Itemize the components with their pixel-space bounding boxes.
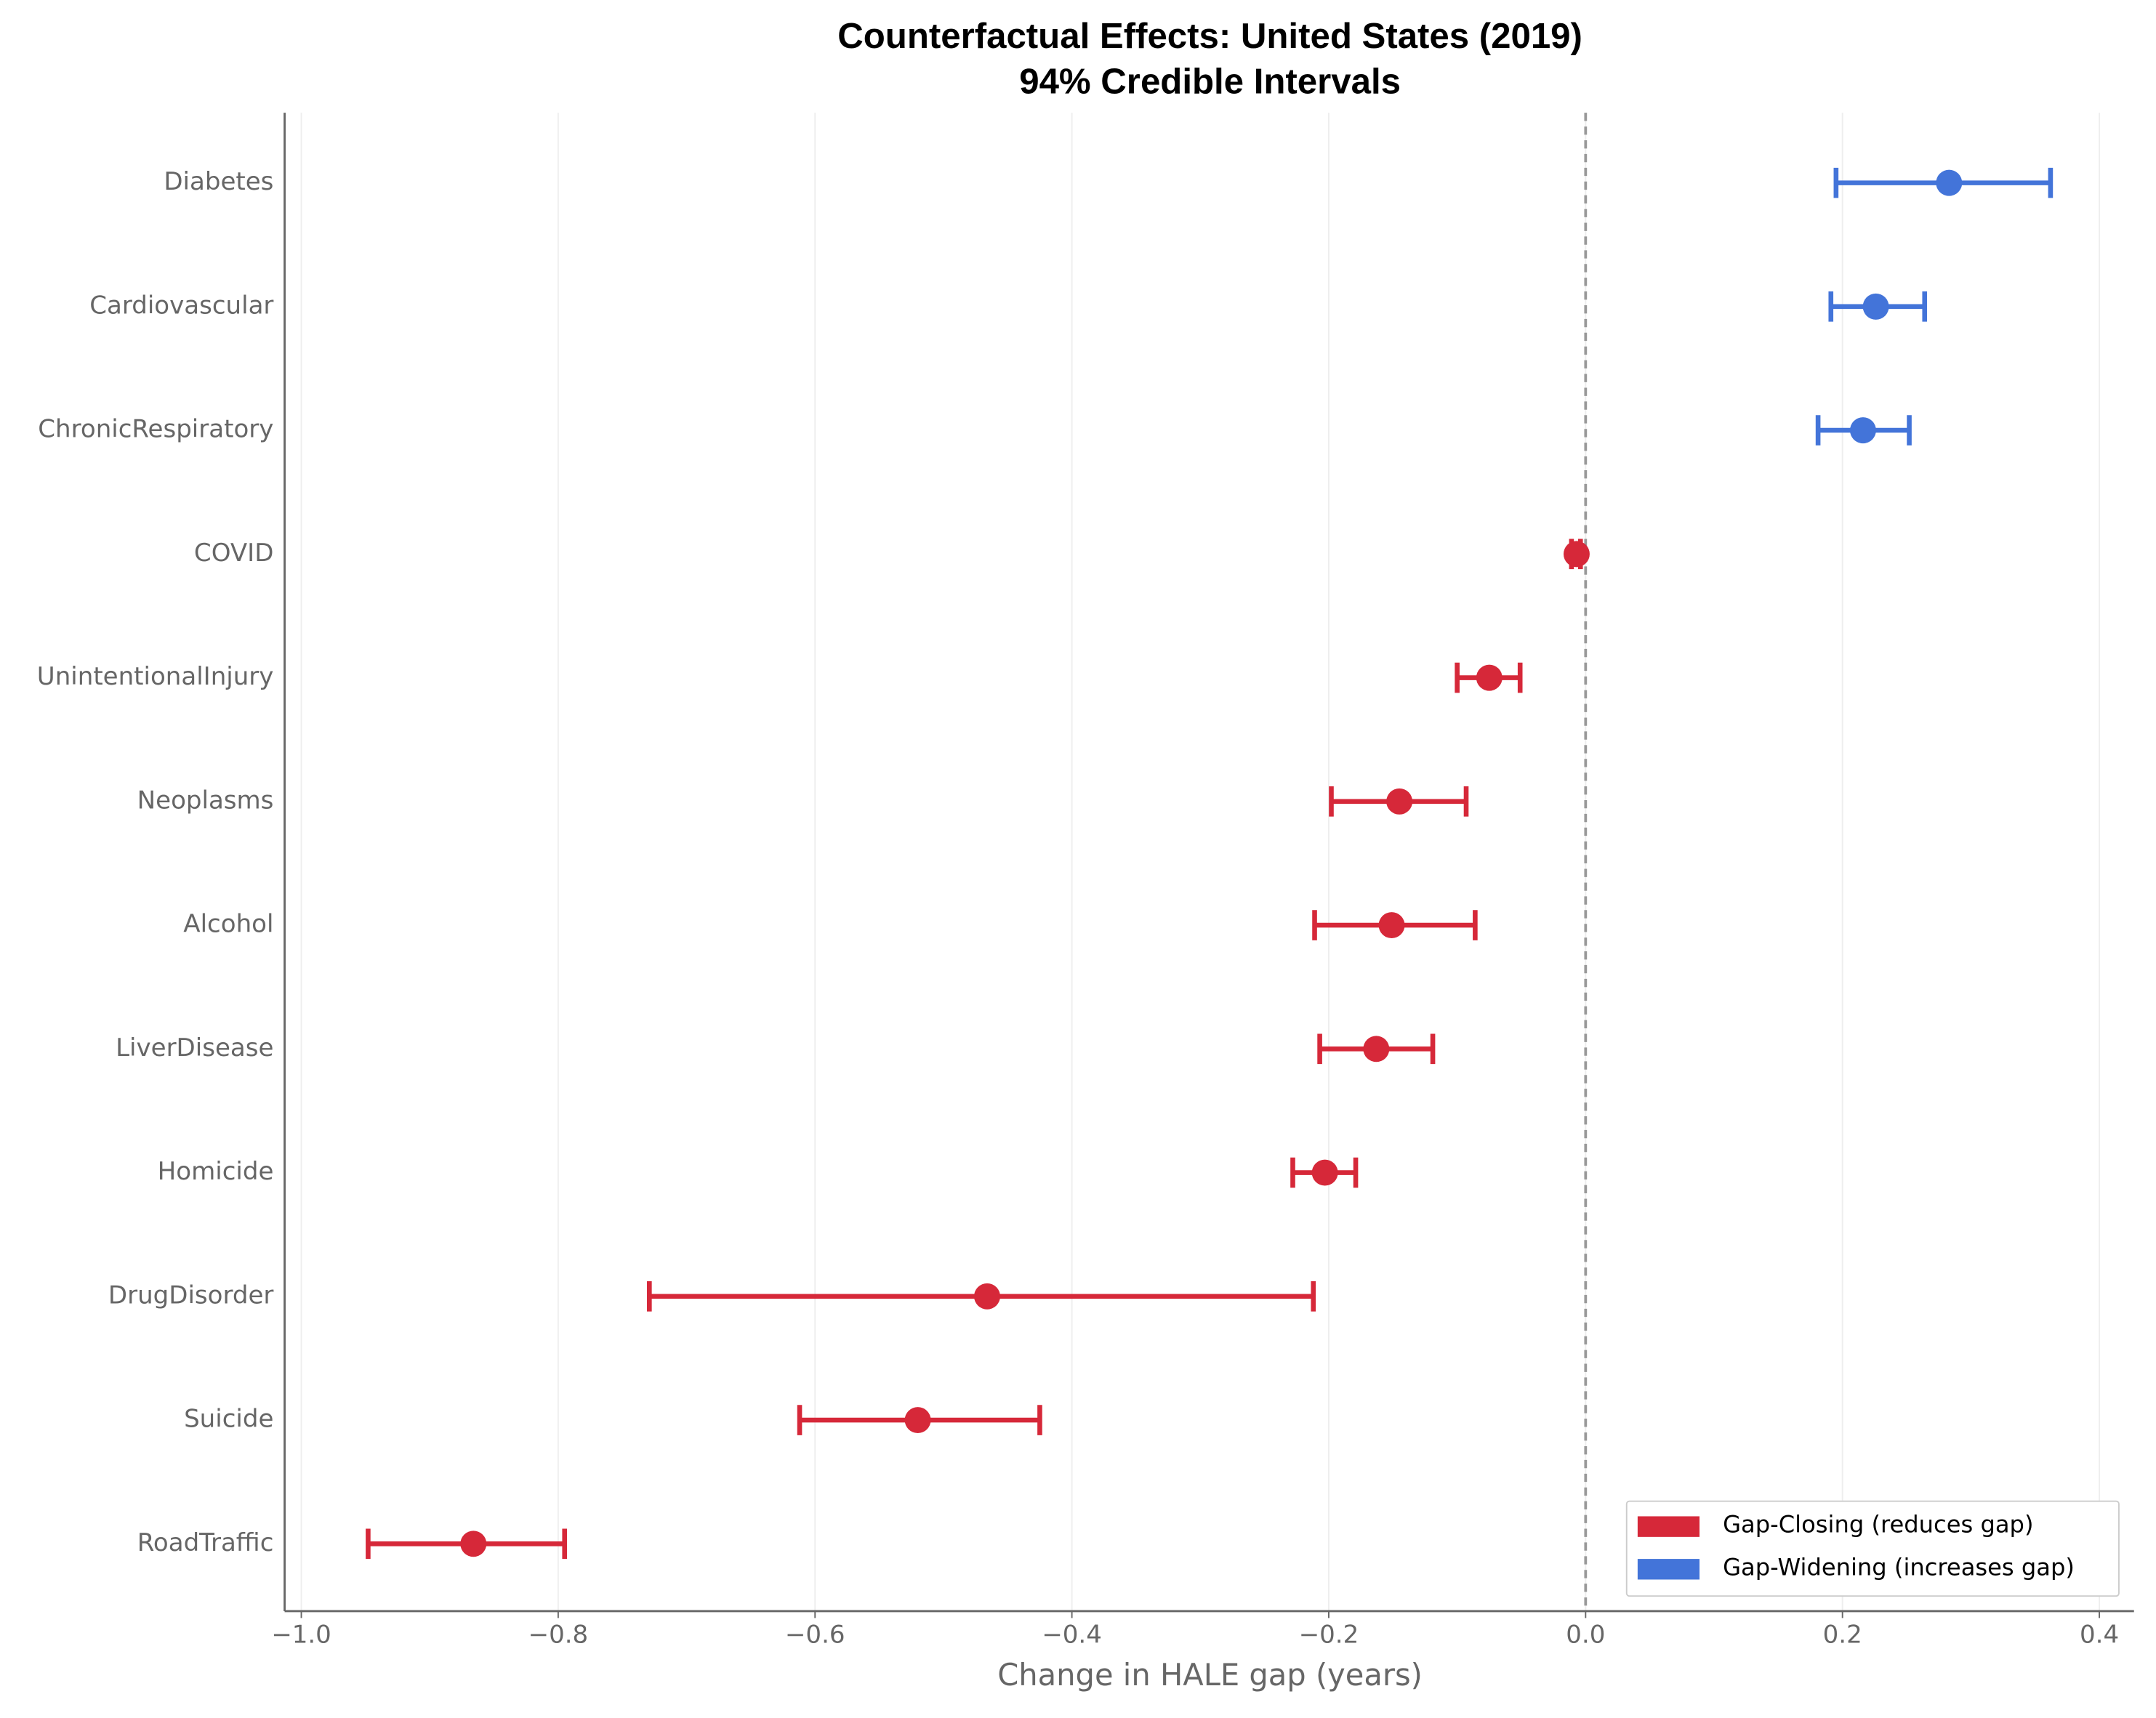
point: [1386, 788, 1413, 815]
y-tick-label: Homicide: [158, 1157, 274, 1186]
point: [1311, 1159, 1338, 1186]
y-tick-label: ChronicRespiratory: [38, 415, 273, 444]
legend-swatch: [1637, 1559, 1700, 1580]
y-tick-label: Neoplasms: [137, 786, 274, 815]
error-bar: [1290, 1157, 1359, 1188]
x-axis-label: Change in HALE gap (years): [997, 1657, 1423, 1693]
y-tick-label: RoadTraffic: [137, 1528, 274, 1557]
x-tick-label: −0.4: [1042, 1621, 1102, 1650]
x-tick-label: −0.8: [528, 1621, 589, 1650]
y-tick-label: DrugDisorder: [108, 1281, 274, 1310]
legend-label: Gap-Closing (reduces gap): [1723, 1511, 2033, 1538]
y-tick-label: Diabetes: [164, 167, 273, 196]
point: [1476, 664, 1503, 691]
point: [1849, 417, 1876, 444]
point: [1936, 169, 1963, 196]
y-tick-label: COVID: [194, 539, 273, 568]
y-tick-label: Cardiovascular: [89, 291, 273, 320]
point: [1862, 293, 1889, 320]
y-tick-label: LiverDisease: [116, 1033, 273, 1062]
error-bar: [1312, 910, 1478, 940]
x-tick-label: 0.2: [1823, 1621, 1862, 1650]
legend-box: [1625, 1500, 2120, 1597]
point: [1363, 1036, 1390, 1062]
error-bar: [1828, 291, 1928, 322]
error-bar: [647, 1281, 1316, 1312]
y-tick-label: Suicide: [184, 1405, 273, 1434]
error-bar: [1815, 415, 1912, 445]
x-tick-label: 0.0: [1566, 1621, 1605, 1650]
error-bar: [1833, 167, 2054, 198]
legend-swatch: [1637, 1516, 1700, 1537]
point: [904, 1407, 931, 1434]
error-bar: [1563, 539, 1590, 570]
error-bar: [1329, 786, 1469, 817]
x-tick-label: −0.6: [785, 1621, 845, 1650]
x-tick-label: −1.0: [271, 1621, 331, 1650]
x-tick-label: −0.2: [1299, 1621, 1359, 1650]
point: [460, 1531, 487, 1557]
point: [974, 1283, 1000, 1310]
error-bar: [1317, 1033, 1436, 1065]
x-tick-label: 0.4: [2080, 1621, 2119, 1650]
legend: Gap-Closing (reduces gap) Gap-Widening (i…: [1625, 1500, 2120, 1597]
error-bar: [1455, 662, 1523, 693]
legend-label: Gap-Widening (increases gap): [1723, 1553, 2075, 1581]
point: [1563, 541, 1590, 568]
error-bar: [366, 1528, 568, 1560]
chart-title: Counterfactual Effects: United States (2…: [837, 16, 1582, 56]
point: [1378, 912, 1405, 939]
y-tick-label: Alcohol: [183, 910, 273, 939]
error-bar: [797, 1405, 1042, 1435]
y-tick-label: UnintentionalInjury: [37, 662, 274, 691]
chart-subtitle: 94% Credible Intervals: [1019, 61, 1401, 101]
